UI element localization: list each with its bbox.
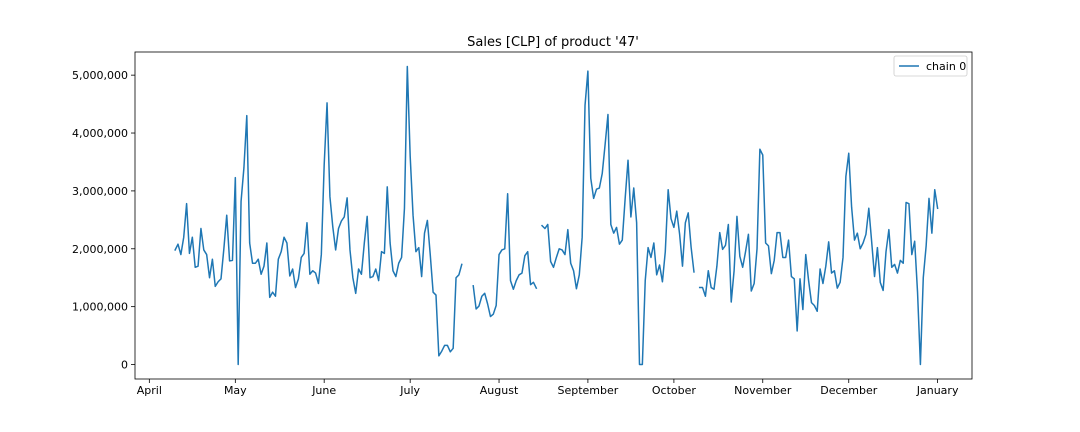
y-tick-label: 3,000,000 [72, 185, 128, 198]
x-tick-label: December [820, 384, 878, 397]
x-tick-label: September [557, 384, 618, 397]
series-line-segment [698, 148, 939, 366]
y-tick-label: 1,000,000 [72, 301, 128, 314]
x-tick-label: April [137, 384, 162, 397]
series-line-segment [174, 65, 463, 366]
legend-box [893, 55, 968, 77]
x-tick-label: August [480, 384, 519, 397]
y-axis: 0 1,000,000 2,000,000 3,000,000 4,000,000 5,0… [72, 69, 135, 372]
x-tick-label: January [916, 384, 959, 397]
x-tick-label: October [652, 384, 696, 397]
y-tick-label: 0 [121, 359, 128, 372]
legend: chain 0 [893, 55, 968, 77]
x-axis: April May June July August September October No… [137, 379, 959, 397]
y-tick-label: 4,000,000 [72, 127, 128, 140]
x-tick-label: July [399, 384, 420, 397]
series-line-segment [540, 70, 695, 366]
series-layer [174, 65, 939, 366]
x-tick-label: June [311, 384, 336, 397]
y-tick-label: 2,000,000 [72, 243, 128, 256]
plot-area-frame [134, 51, 973, 380]
legend-label: chain 0 [926, 60, 966, 73]
x-tick-label: November [734, 384, 792, 397]
x-tick-label: May [224, 384, 247, 397]
series-line-segment [472, 193, 538, 318]
chart-title: Sales [CLP] of product '47' [467, 35, 639, 50]
y-tick-label: 5,000,000 [72, 69, 128, 82]
